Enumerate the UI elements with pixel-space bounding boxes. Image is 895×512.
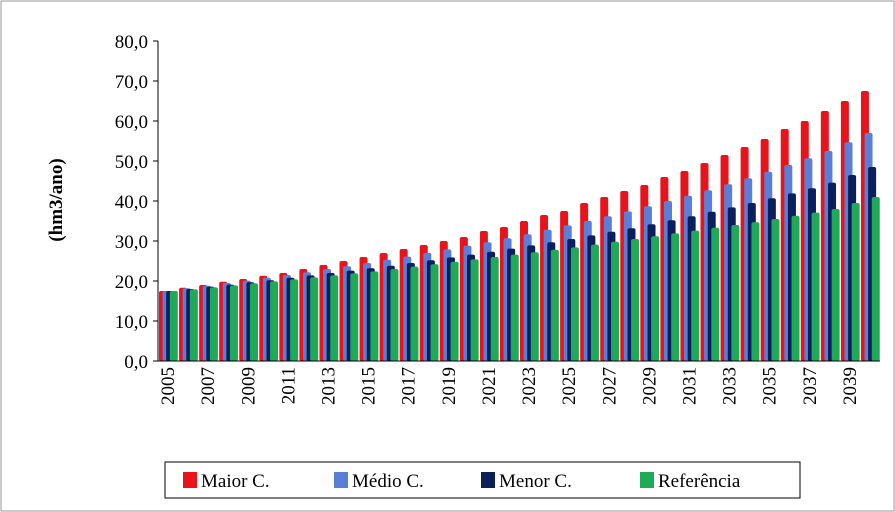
y-tick-label: 60,0 <box>115 112 148 133</box>
y-tick-label: 0,0 <box>124 352 148 373</box>
bar <box>229 285 238 361</box>
bar <box>590 244 599 361</box>
bar <box>691 230 700 361</box>
x-tick-label: 2009 <box>238 367 259 405</box>
x-tick-label: 2035 <box>760 367 781 405</box>
legend-swatch <box>183 472 197 488</box>
bar <box>751 222 760 361</box>
x-tick-label: 2007 <box>198 367 219 405</box>
legend-label: Médio C. <box>352 471 424 492</box>
y-tick-label: 40,0 <box>115 192 148 213</box>
x-tick-label: 2039 <box>840 367 861 405</box>
x-tick-label: 2025 <box>559 367 580 405</box>
x-tick-label: 2005 <box>158 367 179 405</box>
x-tick-label: 2021 <box>479 367 500 405</box>
bar <box>470 259 479 361</box>
bar <box>771 219 780 361</box>
bar <box>550 249 559 361</box>
bar <box>711 227 720 361</box>
legend-label: Maior C. <box>201 471 270 492</box>
bar <box>410 266 419 361</box>
y-tick-label: 20,0 <box>115 272 148 293</box>
bar <box>490 257 499 361</box>
x-tick-label: 2017 <box>399 367 420 405</box>
bar <box>530 252 539 361</box>
x-tick-label: 2011 <box>278 367 299 404</box>
bar <box>209 287 218 361</box>
legend-swatch <box>334 472 348 488</box>
bar <box>731 225 740 361</box>
bar <box>871 197 880 361</box>
bar <box>671 233 680 361</box>
bar <box>611 241 620 361</box>
x-tick-label: 2019 <box>439 367 460 405</box>
bar <box>290 279 299 361</box>
legend-label: Menor C. <box>499 471 572 492</box>
bar <box>330 275 339 361</box>
y-tick-label: 80,0 <box>115 32 148 53</box>
bar <box>250 283 259 361</box>
bar <box>651 236 660 361</box>
x-tick-label: 2027 <box>599 367 620 405</box>
bar <box>791 215 800 361</box>
x-tick-label: 2037 <box>800 367 821 405</box>
legend-label: Referência <box>658 471 741 492</box>
bar <box>189 289 198 361</box>
x-tick-label: 2015 <box>359 367 380 405</box>
y-tick-label: 50,0 <box>115 152 148 173</box>
legend-swatch <box>640 472 654 488</box>
legend-swatch <box>481 472 495 488</box>
bar <box>811 212 820 361</box>
y-tick-label: 30,0 <box>115 232 148 253</box>
x-tick-label: 2033 <box>720 367 741 405</box>
x-tick-label: 2029 <box>639 367 660 405</box>
bar <box>350 273 359 361</box>
bar <box>631 239 640 361</box>
bar <box>169 291 178 361</box>
bar <box>310 277 319 361</box>
x-tick-label: 2023 <box>519 367 540 405</box>
bar <box>510 254 519 361</box>
x-tick-label: 2031 <box>679 367 700 405</box>
y-tick-label: 10,0 <box>115 312 148 333</box>
x-tick-label: 2013 <box>318 367 339 405</box>
bar <box>831 209 840 361</box>
bar <box>270 281 279 361</box>
bar <box>430 264 439 361</box>
bar <box>370 271 379 361</box>
y-tick-label: 70,0 <box>115 72 148 93</box>
bar <box>570 247 579 361</box>
bar <box>851 203 860 361</box>
y-axis-label: (hm3/ano) <box>46 158 67 241</box>
bar <box>450 261 459 361</box>
bar <box>390 269 399 361</box>
